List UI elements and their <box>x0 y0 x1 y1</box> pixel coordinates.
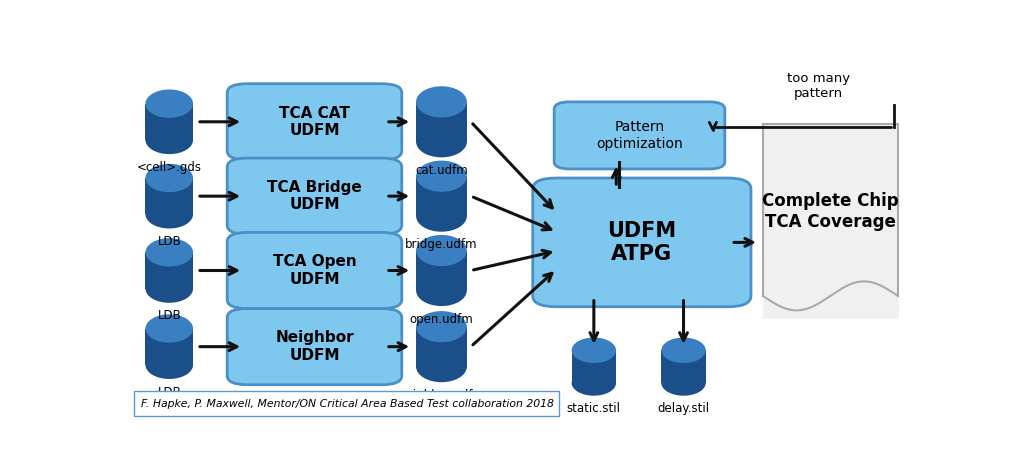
Text: neighbor.udfm: neighbor.udfm <box>398 389 484 402</box>
Text: TCA Open
UDFM: TCA Open UDFM <box>272 254 356 287</box>
Ellipse shape <box>571 338 616 363</box>
Ellipse shape <box>416 86 467 117</box>
Ellipse shape <box>145 200 194 228</box>
Ellipse shape <box>145 89 194 118</box>
Ellipse shape <box>145 164 194 192</box>
Ellipse shape <box>662 338 706 363</box>
Ellipse shape <box>145 314 194 343</box>
Bar <box>416 251 467 291</box>
Text: bridge.udfm: bridge.udfm <box>406 238 478 251</box>
Text: too many
pattern: too many pattern <box>786 72 850 99</box>
Ellipse shape <box>416 201 467 232</box>
Text: static.stil: static.stil <box>567 402 621 415</box>
FancyBboxPatch shape <box>227 232 401 309</box>
Ellipse shape <box>145 126 194 154</box>
Text: Pattern
optimization: Pattern optimization <box>596 120 683 151</box>
FancyBboxPatch shape <box>227 158 401 234</box>
Text: <cell>.gds: <cell>.gds <box>137 161 202 174</box>
Bar <box>416 176 467 216</box>
Ellipse shape <box>416 126 467 157</box>
FancyBboxPatch shape <box>227 84 401 160</box>
Bar <box>416 102 467 142</box>
Ellipse shape <box>145 350 194 379</box>
Bar <box>145 252 194 289</box>
Text: delay.stil: delay.stil <box>657 402 710 415</box>
Text: open.udfm: open.udfm <box>410 313 473 325</box>
Ellipse shape <box>145 238 194 267</box>
Text: LDB: LDB <box>158 385 181 398</box>
Bar <box>662 350 706 383</box>
Ellipse shape <box>416 235 467 266</box>
FancyBboxPatch shape <box>227 309 401 385</box>
Text: TCA CAT
UDFM: TCA CAT UDFM <box>280 106 350 138</box>
Text: TCA Bridge
UDFM: TCA Bridge UDFM <box>267 180 361 212</box>
Ellipse shape <box>571 370 616 396</box>
Bar <box>145 178 194 214</box>
Text: cat.udfm: cat.udfm <box>415 164 468 177</box>
Bar <box>763 123 898 296</box>
Text: F. Hapke, P. Maxwell, Mentor/ON Critical Area Based Test collaboration 2018: F. Hapke, P. Maxwell, Mentor/ON Critical… <box>141 398 554 409</box>
Ellipse shape <box>416 311 467 342</box>
Text: Neighbor
UDFM: Neighbor UDFM <box>275 331 354 363</box>
Bar <box>145 104 194 140</box>
Ellipse shape <box>145 275 194 303</box>
Text: LDB: LDB <box>158 235 181 248</box>
FancyBboxPatch shape <box>554 102 725 169</box>
Text: Complete Chip
TCA Coverage: Complete Chip TCA Coverage <box>762 192 899 231</box>
Ellipse shape <box>416 351 467 382</box>
Text: LDB: LDB <box>158 309 181 322</box>
Text: UDFM
ATPG: UDFM ATPG <box>607 221 677 264</box>
FancyBboxPatch shape <box>133 391 559 416</box>
Bar <box>416 327 467 366</box>
Ellipse shape <box>416 275 467 306</box>
FancyBboxPatch shape <box>532 178 751 307</box>
Ellipse shape <box>662 370 706 396</box>
Ellipse shape <box>416 161 467 192</box>
Bar <box>145 329 194 365</box>
Bar <box>571 350 616 383</box>
